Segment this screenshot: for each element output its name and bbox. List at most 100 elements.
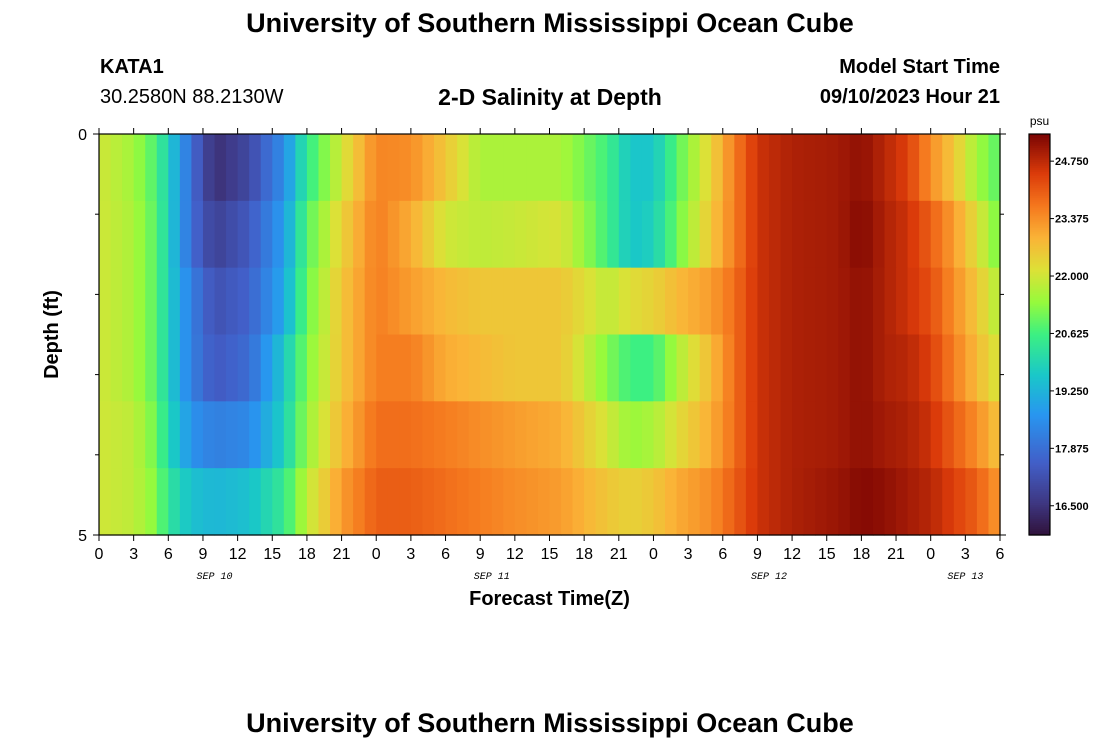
heatmap-cell xyxy=(272,401,285,469)
heatmap-cell xyxy=(272,200,285,269)
heatmap-cell xyxy=(468,334,481,402)
heatmap-cell xyxy=(676,134,689,202)
heatmap-cell xyxy=(792,401,805,469)
heatmap-cell xyxy=(745,468,759,536)
heatmap-cell xyxy=(988,401,1001,469)
colorbar-segment xyxy=(1029,242,1050,245)
heatmap-cell xyxy=(133,200,146,269)
colorbar-segment xyxy=(1029,304,1050,308)
heatmap-cell xyxy=(688,267,701,336)
heatmap-cell xyxy=(376,468,389,536)
heatmap-cell xyxy=(849,200,862,269)
colorbar-segment xyxy=(1029,372,1050,376)
heatmap-cell xyxy=(537,468,551,536)
heatmap-cell xyxy=(145,334,158,402)
heatmap-cell xyxy=(306,200,320,269)
colorbar-segment xyxy=(1029,356,1050,360)
heatmap-cell xyxy=(526,401,539,469)
heatmap-cell xyxy=(179,200,193,269)
colorbar-segment xyxy=(1029,366,1050,370)
heatmap-cell xyxy=(630,200,643,269)
heatmap-cell xyxy=(387,334,400,402)
colorbar-segment xyxy=(1029,330,1050,334)
heatmap-cell xyxy=(884,334,897,402)
heatmap-cell xyxy=(930,334,943,402)
heatmap-cell xyxy=(376,200,389,269)
colorbar-segment xyxy=(1029,200,1050,203)
heatmap-cell xyxy=(260,401,273,469)
heatmap-cell xyxy=(849,468,862,536)
heatmap-cell xyxy=(780,401,793,469)
heatmap-cell xyxy=(780,134,793,202)
colorbar-segment xyxy=(1029,238,1050,241)
heatmap-cell xyxy=(757,267,770,336)
heatmap-cell xyxy=(410,200,424,269)
heatmap-cell xyxy=(930,134,943,202)
colorbar-label: 16.500 xyxy=(1055,501,1089,513)
heatmap-cell xyxy=(584,134,597,202)
x-tick-label: 9 xyxy=(476,546,485,563)
heatmap-cell xyxy=(803,200,816,269)
heatmap-cell xyxy=(561,401,574,469)
chart-title: University of Southern Mississippi Ocean… xyxy=(246,8,854,38)
x-tick-label: 9 xyxy=(753,546,762,563)
colorbar-segment xyxy=(1029,230,1050,233)
colorbar-segment xyxy=(1029,400,1050,404)
colorbar-segment xyxy=(1029,386,1050,390)
heatmap-cell xyxy=(249,401,262,469)
heatmap-cell xyxy=(445,134,458,202)
heatmap-cell xyxy=(364,267,377,336)
colorbar-segment xyxy=(1029,358,1050,362)
heatmap-cell xyxy=(976,200,990,269)
heatmap-cell xyxy=(249,134,262,202)
colorbar-segment xyxy=(1029,180,1050,183)
colorbar-segment xyxy=(1029,334,1050,338)
colorbar-segment xyxy=(1029,182,1050,185)
heatmap-cell xyxy=(930,200,943,269)
heatmap-cell xyxy=(260,134,273,202)
heatmap-cell xyxy=(734,267,747,336)
colorbar-label: 22.000 xyxy=(1055,271,1089,283)
heatmap-cell xyxy=(214,200,227,269)
heatmap-cell xyxy=(503,267,516,336)
heatmap-cell xyxy=(433,401,447,469)
heatmap-cell xyxy=(226,334,239,402)
heatmap-cell xyxy=(168,468,181,536)
colorbar-segment xyxy=(1029,222,1050,225)
heatmap-cell xyxy=(237,334,250,402)
heatmap-cell xyxy=(641,334,655,402)
heatmap-cell xyxy=(953,334,966,402)
heatmap-cell xyxy=(318,134,331,202)
colorbar-segment xyxy=(1029,218,1050,221)
x-tick-label: 0 xyxy=(649,546,658,563)
colorbar-segment xyxy=(1029,448,1050,452)
heatmap-cell xyxy=(168,401,181,469)
heatmap-cell xyxy=(376,134,389,202)
colorbar-segment xyxy=(1029,382,1050,386)
heatmap-cell xyxy=(711,468,724,536)
station-coordinates: 30.2580N 88.2130W xyxy=(100,86,284,108)
colorbar-segment xyxy=(1029,262,1050,265)
heatmap-cell xyxy=(133,334,146,402)
heatmap-cell xyxy=(711,134,724,202)
heatmap-cell xyxy=(826,334,839,402)
heatmap-cell xyxy=(630,134,643,202)
heatmap-cell xyxy=(688,401,701,469)
colorbar-segment xyxy=(1029,402,1050,406)
x-tick-label: 3 xyxy=(961,546,970,563)
heatmap-cell xyxy=(953,200,966,269)
heatmap-cell xyxy=(976,134,990,202)
x-axis-label: Forecast Time(Z) xyxy=(469,588,630,610)
colorbar-segment xyxy=(1029,314,1050,318)
heatmap-cell xyxy=(699,401,712,469)
heatmap-cell xyxy=(122,134,135,202)
colorbar-segment xyxy=(1029,410,1050,414)
heatmap-cells xyxy=(99,134,1001,536)
heatmap-cell xyxy=(514,401,527,469)
heatmap-cell xyxy=(584,267,597,336)
heatmap-cell xyxy=(734,401,747,469)
colorbar-segment xyxy=(1029,430,1050,434)
colorbar-segment xyxy=(1029,312,1050,316)
heatmap-cell xyxy=(226,200,239,269)
heatmap-cell xyxy=(514,200,527,269)
